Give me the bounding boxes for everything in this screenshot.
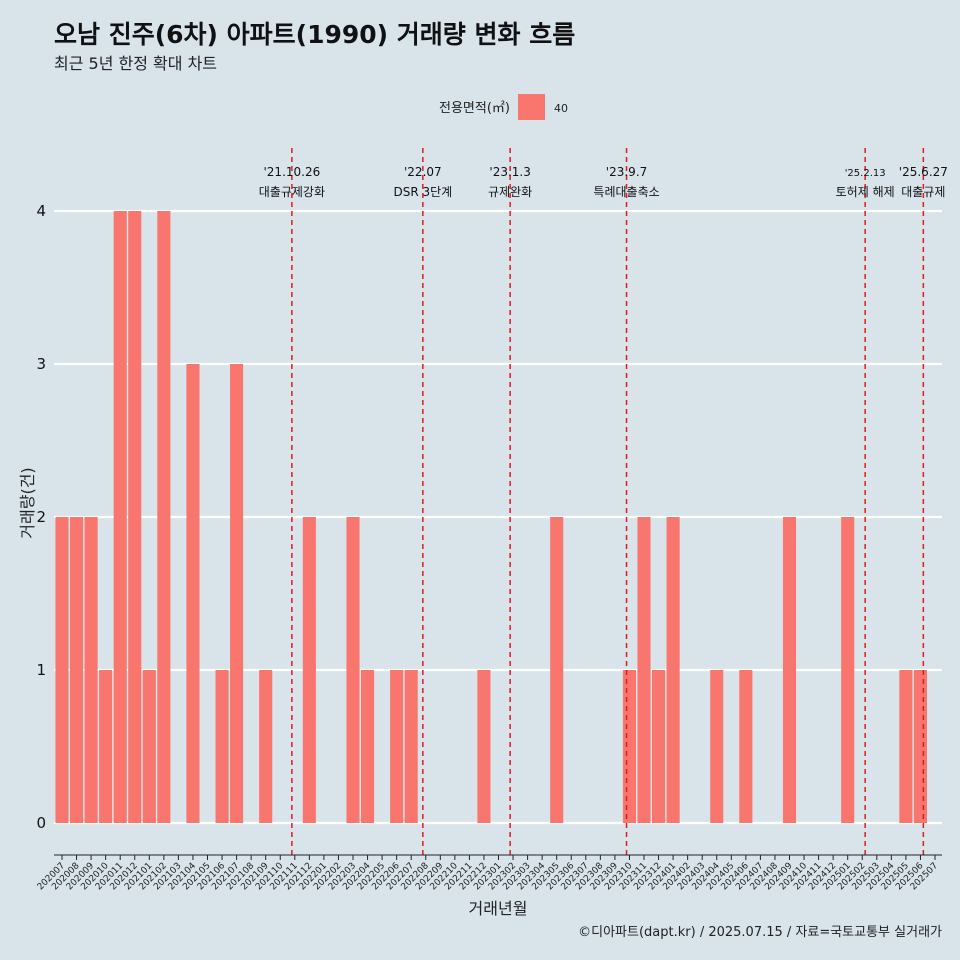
- event-date-label: '23.9.7: [606, 165, 647, 179]
- bar: [215, 670, 229, 823]
- bar: [142, 670, 156, 823]
- event-date-label: '21.10.26: [264, 165, 321, 179]
- bar: [99, 670, 113, 823]
- legend: 전용면적(㎡) 40: [439, 94, 568, 120]
- event-markers: '21.10.26 대출규제강화 '22.07 DSR 3단계 '23.1.3 규제완화 '…: [259, 148, 948, 855]
- bar: [390, 670, 404, 823]
- event-date-label: '22.07: [404, 165, 442, 179]
- bars: [55, 211, 927, 823]
- bar: [739, 670, 753, 823]
- bar: [186, 364, 200, 823]
- bar: [259, 670, 273, 823]
- bar: [710, 670, 724, 823]
- bar: [230, 364, 244, 823]
- bar: [550, 517, 564, 823]
- legend-swatch: [518, 94, 545, 120]
- bar: [128, 211, 142, 823]
- bar: [113, 211, 127, 823]
- bar: [404, 670, 418, 823]
- event-date-label: '23.1.3: [489, 165, 530, 179]
- bar: [157, 211, 171, 823]
- bar: [666, 517, 680, 823]
- event-date-label: '25.2.13: [845, 168, 886, 179]
- caption: ©디아파트(dapt.kr) / 2025.07.15 / 자료=국토교통부 실…: [578, 925, 942, 940]
- event-label: 대출규제: [901, 185, 945, 199]
- y-tick-label: 1: [36, 661, 46, 679]
- legend-title: 전용면적(㎡): [439, 101, 510, 116]
- event-date-label: '25.6.27: [899, 165, 948, 179]
- bar: [637, 517, 651, 823]
- chart-subtitle: 최근 5년 한정 확대 차트: [54, 54, 217, 73]
- y-tick-label: 0: [36, 814, 46, 832]
- bar: [899, 670, 913, 823]
- legend-entry-label: 40: [554, 102, 568, 115]
- event-label: 특례대출축소: [593, 185, 659, 199]
- y-tick-label: 4: [36, 202, 46, 220]
- bar: [346, 517, 360, 823]
- chart-title: 오남 진주(6차) 아파트(1990) 거래량 변화 흐름: [54, 20, 575, 49]
- bar: [84, 517, 98, 823]
- y-axis-title: 거래량(건): [18, 467, 37, 538]
- x-axis-title: 거래년월: [469, 899, 528, 918]
- bar: [55, 517, 69, 823]
- bar: [622, 670, 636, 823]
- bar: [477, 670, 491, 823]
- y-axis: 0 1 2 3 4: [36, 202, 46, 832]
- bar: [302, 517, 316, 823]
- event-label: 대출규제강화: [259, 185, 325, 199]
- event-label: 토허제 해제: [836, 185, 895, 199]
- event-label: DSR 3단계: [393, 185, 452, 199]
- bar: [913, 670, 927, 823]
- event-label: 규제완화: [488, 185, 532, 199]
- bar: [782, 517, 797, 823]
- x-axis: 2020072020082020092020102020112020122021…: [36, 854, 942, 892]
- y-tick-label: 3: [36, 355, 46, 373]
- bar: [652, 670, 666, 823]
- bar: [361, 670, 375, 823]
- bar: [841, 517, 855, 823]
- bar: [70, 517, 84, 823]
- y-tick-label: 2: [36, 508, 46, 526]
